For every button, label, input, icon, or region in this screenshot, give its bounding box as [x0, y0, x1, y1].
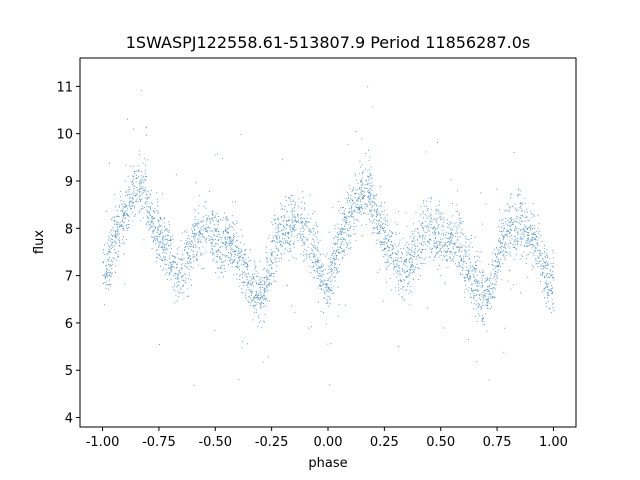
y-tick-label: 6 — [65, 317, 73, 332]
x-axis-label: phase — [308, 456, 347, 471]
scatter-points — [102, 86, 555, 386]
x-tick-label: 0.25 — [370, 435, 399, 450]
y-tick-label: 8 — [65, 222, 73, 237]
y-axis: 4 5 6 7 8 9 10 11 — [56, 80, 80, 427]
y-tick-label: 7 — [65, 270, 73, 285]
x-tick-label: -0.75 — [142, 435, 176, 450]
x-tick-label: -0.25 — [255, 435, 289, 450]
y-tick-label: 11 — [56, 80, 73, 95]
y-tick-label: 4 — [65, 412, 73, 427]
x-tick-label: 0.75 — [483, 435, 512, 450]
y-tick-label: 9 — [65, 175, 73, 190]
x-tick-label: -0.50 — [198, 435, 232, 450]
y-tick-label: 10 — [56, 128, 73, 143]
x-tick-label: -1.00 — [86, 435, 120, 450]
x-tick-label: 1.00 — [539, 435, 568, 450]
x-tick-label: 0.00 — [314, 435, 343, 450]
data-points — [102, 86, 555, 386]
y-tick-label: 5 — [65, 364, 73, 379]
chart-title: 1SWASPJ122558.61-513807.9 Period 1185628… — [126, 33, 531, 52]
x-axis: -1.00 -0.75 -0.50 -0.25 0.00 0.25 0.50 0.75 1.00 — [86, 427, 568, 450]
x-tick-label: 0.50 — [426, 435, 455, 450]
y-axis-label: flux — [32, 230, 47, 254]
